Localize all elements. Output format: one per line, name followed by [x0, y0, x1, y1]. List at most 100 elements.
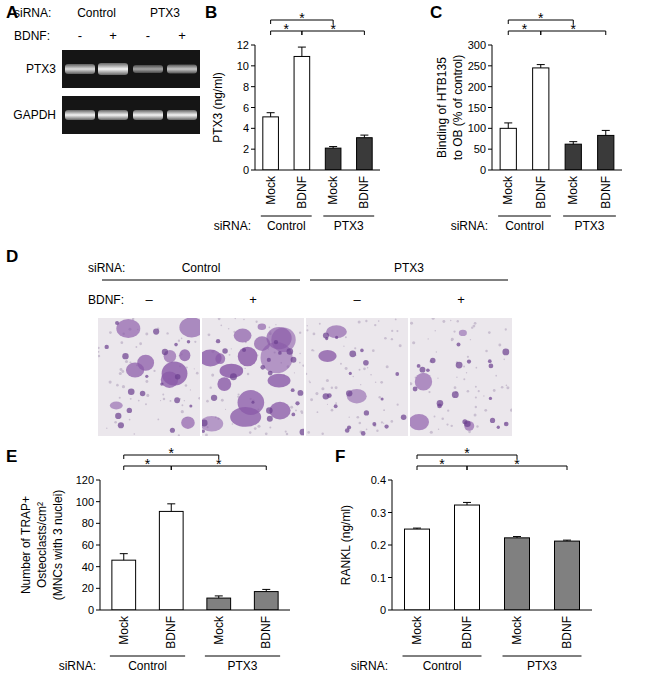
speckle [383, 423, 384, 424]
speckle [129, 419, 131, 421]
y-axis-label: to OB (% of control) [451, 55, 465, 160]
osteoclast [347, 389, 367, 403]
speckle [435, 330, 436, 331]
speckle [476, 425, 478, 427]
speckle [145, 380, 148, 383]
osteoclast [258, 323, 266, 330]
cell [127, 408, 132, 413]
speckle [327, 404, 328, 405]
y-tick-label: 20 [82, 582, 94, 594]
y-axis [492, 45, 493, 170]
speckle [109, 331, 112, 334]
cell [251, 401, 254, 404]
bar [455, 505, 480, 610]
y-tick [488, 149, 492, 150]
speckle [335, 402, 337, 404]
speckle [317, 411, 319, 413]
y-tick-label: 50 [474, 143, 486, 155]
cell [267, 416, 273, 422]
y-tick [251, 128, 255, 129]
y-tick [96, 523, 100, 524]
speckle [410, 382, 412, 385]
group-label: Control [77, 6, 116, 20]
cell [334, 404, 338, 408]
speckle [370, 374, 372, 376]
speckle [294, 372, 295, 373]
error-cap [215, 595, 223, 596]
speckle [391, 330, 393, 332]
y-tick-label: 100 [76, 496, 94, 508]
speckle [476, 367, 478, 369]
cell [346, 390, 352, 396]
speckle [269, 427, 271, 429]
speckle [194, 341, 196, 343]
cell [128, 388, 135, 395]
significance-label: * [169, 445, 175, 461]
x-tick-label: BDNF [599, 176, 613, 209]
osteoclast [459, 330, 467, 336]
cell [266, 407, 273, 414]
speckle [396, 330, 398, 332]
group-label: Control [128, 659, 167, 673]
speckle [208, 333, 211, 336]
y-tick [488, 45, 492, 46]
micrograph [98, 318, 200, 436]
cell [140, 391, 145, 396]
speckle [463, 378, 465, 380]
lane-label: + [249, 292, 257, 307]
speckle [122, 385, 125, 388]
error-stem [270, 113, 271, 117]
speckle [196, 372, 199, 375]
gel-band [65, 110, 95, 120]
speckle [307, 431, 310, 434]
cell [222, 348, 228, 354]
x-axis-label: siRNA: [59, 659, 96, 673]
bar [598, 135, 614, 170]
speckle [427, 338, 428, 339]
cell [292, 413, 296, 417]
y-tick [488, 170, 492, 171]
speckle [146, 394, 149, 397]
y-tick-label: 0 [480, 164, 486, 176]
cell [502, 348, 509, 355]
bar [565, 144, 581, 170]
speckle [247, 373, 249, 375]
cell [170, 428, 175, 433]
osteoclast [238, 347, 258, 367]
bar [500, 128, 516, 170]
speckle [210, 387, 212, 389]
cell [175, 374, 181, 380]
error-stem [508, 123, 509, 128]
group-label: Control [505, 219, 544, 233]
speckle [231, 348, 232, 349]
gel-band [98, 63, 128, 75]
error-bar [413, 528, 421, 530]
speckle [345, 336, 347, 338]
speckle [475, 406, 477, 408]
speckle [430, 431, 433, 434]
speckle [326, 379, 329, 382]
error-cap [569, 141, 577, 142]
significance-label: * [299, 10, 305, 26]
y-tick-label: 0.3 [371, 507, 386, 519]
y-tick [251, 65, 255, 66]
speckle [474, 414, 477, 417]
y-tick-label: 0 [380, 604, 386, 616]
speckle [98, 351, 99, 353]
cell [189, 404, 192, 407]
panel-label: C [430, 3, 442, 22]
speckle [498, 344, 501, 347]
bar [263, 117, 279, 170]
y-tick-label: 0 [243, 164, 249, 176]
speckle [478, 390, 480, 392]
error-bar [537, 65, 545, 68]
speckle [254, 427, 257, 430]
x-tick-label: Mock [212, 615, 226, 645]
x-axis-label: siRNA: [351, 659, 388, 673]
speckle [114, 421, 117, 424]
y-tick [96, 501, 100, 502]
speckle [451, 338, 454, 341]
y-tick-label: 10 [237, 60, 249, 72]
speckle [268, 326, 270, 328]
speckle [145, 403, 147, 405]
